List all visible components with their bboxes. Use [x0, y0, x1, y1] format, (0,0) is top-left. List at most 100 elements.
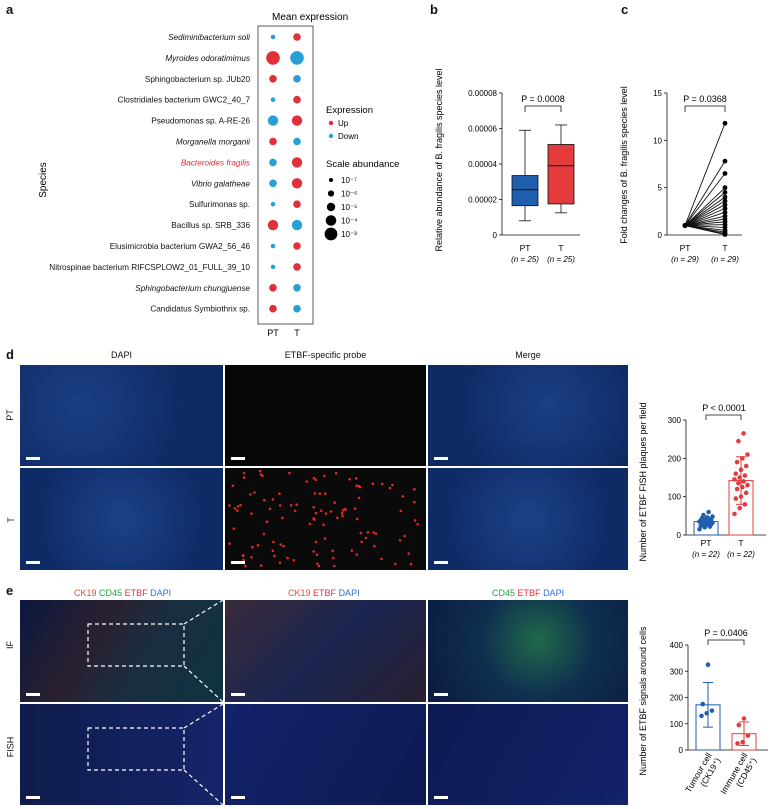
probe-dot	[316, 562, 319, 566]
probe-dot	[312, 550, 315, 553]
data-point	[741, 716, 747, 721]
pair-line	[684, 225, 726, 235]
data-point	[710, 514, 715, 519]
dot-t	[291, 115, 303, 126]
probe-signal-dots	[228, 469, 419, 568]
probe-dot	[354, 477, 358, 480]
dot-pt	[269, 158, 277, 167]
pair-line	[684, 211, 726, 226]
dot-pt	[266, 51, 280, 65]
panel-e-stain-legend-2: CK19 ETBF DAPI	[288, 588, 360, 598]
point-t	[722, 198, 728, 204]
pair-line	[684, 225, 726, 228]
data-point	[735, 741, 740, 746]
pair-line	[684, 187, 726, 226]
dot-pt	[269, 75, 277, 83]
probe-dot	[350, 549, 354, 552]
data-point	[706, 509, 711, 515]
legend-scale-title: Scale abundance	[326, 159, 399, 170]
probe-dot	[388, 486, 392, 490]
panel-d-row-t: T	[5, 517, 16, 523]
dot-t	[293, 95, 301, 104]
panel-d-col-dapi: DAPI	[110, 350, 132, 360]
panel-c-sig-bracket	[684, 105, 726, 112]
probe-dot	[341, 514, 344, 518]
panel-e-stain-legend-1: CK19 CD45 ETBF DAPI	[74, 588, 172, 598]
panel-d-col-merge: Merge	[515, 350, 541, 360]
panel-b-pvalue: P = 0.0008	[521, 94, 565, 104]
probe-dot	[324, 512, 328, 515]
pair-line	[684, 192, 726, 226]
panel-c-ytick: 10	[653, 136, 662, 145]
probe-dot	[323, 537, 327, 540]
dot-pt	[270, 34, 276, 40]
micrograph-pt-probe	[225, 365, 426, 466]
panel-c-xtick-t: T	[722, 243, 727, 253]
legend-up-dot	[328, 120, 334, 126]
probe-dot	[232, 527, 236, 530]
panel-d-pvalue: P < 0.0001	[702, 403, 746, 413]
species-label: Sediminibacterium soli	[168, 33, 250, 42]
probe-dot	[357, 496, 361, 500]
probe-dot	[374, 532, 378, 535]
probe-dot	[278, 504, 282, 507]
probe-dot	[250, 512, 253, 515]
probe-dot	[394, 562, 397, 566]
probe-dot	[355, 517, 359, 521]
data-point	[737, 505, 742, 511]
probe-dot	[263, 498, 266, 502]
species-label: Pseudomonas sp. A-RE-26	[151, 117, 250, 126]
point-t	[722, 232, 728, 237]
panel-c-lineplot: Fold changes of B. fragilis species leve…	[619, 86, 742, 264]
data-point	[697, 526, 702, 532]
micrograph-if-ck19	[225, 600, 426, 702]
probe-dot	[231, 484, 235, 488]
probe-dot	[278, 561, 282, 565]
species-label: Vibrio galatheae	[191, 179, 250, 188]
probe-dot	[258, 469, 262, 473]
bar-ytick: 400	[670, 641, 684, 650]
species-label: Myroides odoratimimus	[165, 54, 250, 63]
panel-d-ylabel: Number of ETBF FISH plaques per field	[638, 402, 648, 561]
probe-dot	[333, 564, 336, 568]
probe-dot	[271, 549, 275, 552]
probe-dot	[313, 492, 317, 495]
bar-ytick: 300	[668, 416, 682, 425]
box	[547, 144, 575, 205]
data-point	[743, 490, 749, 496]
probe-dot	[262, 532, 266, 536]
panel-c-ytick: 5	[658, 184, 663, 193]
dot-t	[293, 242, 301, 250]
data-point	[701, 512, 706, 518]
scale-label: 10⁻³	[341, 230, 357, 239]
panel-e-sig-bracket	[707, 639, 745, 645]
scale-label: 10⁻⁶	[341, 190, 357, 199]
species-label: Bacillus sp. SRB_336	[171, 221, 250, 230]
probe-dot	[279, 543, 282, 546]
pair-line	[684, 215, 726, 226]
if-overview-outline	[87, 600, 223, 702]
scale-dot	[326, 202, 336, 212]
dot-t	[293, 75, 301, 83]
probe-dot	[373, 544, 376, 548]
data-point	[740, 739, 745, 745]
probe-dot	[323, 474, 326, 478]
panel-d-barchart: Number of ETBF FISH plaques per field 0 1…	[638, 402, 766, 562]
probe-dot	[371, 482, 375, 485]
species-label: Sulfurimonas sp.	[189, 200, 250, 209]
point-t	[722, 171, 728, 176]
data-point	[738, 494, 744, 499]
species-label: Candidatus Symbiothrix sp.	[150, 305, 250, 314]
panel-b-ytick: 0.00002	[468, 196, 497, 205]
scale-dot	[327, 190, 335, 197]
probe-dot	[228, 542, 231, 545]
dot-t	[293, 263, 301, 271]
data-point	[699, 713, 704, 719]
micrograph-fish-ck19	[225, 704, 426, 805]
panel-b-ytick: 0	[493, 231, 498, 240]
bar-ytick: 200	[670, 694, 684, 703]
probe-dot	[233, 507, 237, 510]
probe-dot	[286, 556, 289, 560]
probe-dot	[281, 516, 284, 520]
probe-dot	[295, 503, 298, 506]
